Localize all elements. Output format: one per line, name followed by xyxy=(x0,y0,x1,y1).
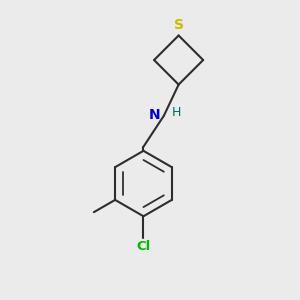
Text: H: H xyxy=(172,106,182,119)
Text: S: S xyxy=(174,18,184,32)
Text: Cl: Cl xyxy=(136,240,151,253)
Text: N: N xyxy=(149,108,160,122)
